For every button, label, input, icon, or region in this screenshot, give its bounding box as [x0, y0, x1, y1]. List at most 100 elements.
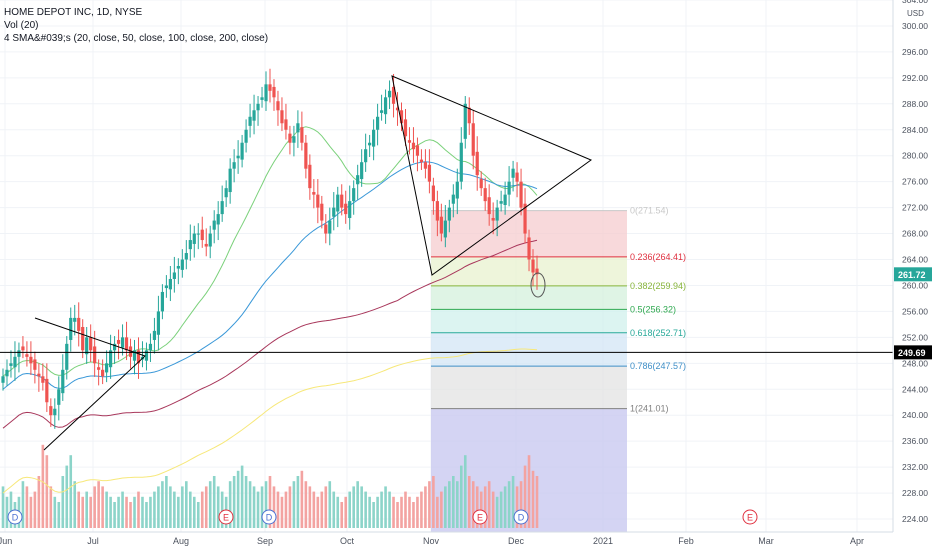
candle-body-51 [204, 243, 208, 247]
volume-bar-67 [268, 476, 272, 528]
legend-sma[interactable]: 4 SMA&#039;s (20, close, 50, close, 100,… [4, 33, 269, 44]
candle-body-52 [208, 233, 212, 247]
candle-body-74 [296, 123, 300, 133]
volume-bar-21 [85, 491, 88, 528]
candle-body-53 [212, 220, 216, 230]
volume-bar-63 [252, 486, 256, 528]
volume-bar-78 [312, 491, 316, 528]
volume-bar-37 [149, 496, 152, 528]
volume-bar-104 [416, 496, 419, 528]
volume-bar-122 [487, 481, 491, 528]
candle-body-126 [503, 194, 507, 206]
y-tick-label-18: 296.00 [902, 47, 928, 57]
volume-bar-18 [73, 481, 77, 528]
volume-bar-134 [535, 476, 539, 528]
candle-body-122 [487, 197, 491, 215]
volume-bar-93 [372, 502, 375, 528]
hline-price-badge [894, 345, 932, 360]
candle-body-21 [85, 337, 89, 355]
candle-body-79 [316, 194, 320, 208]
volume-bar-23 [93, 486, 96, 528]
y-tick-label-15: 284.00 [902, 125, 928, 135]
legend-title[interactable]: HOME DEPOT INC, 1D, NYSE [4, 7, 143, 18]
volume-bar-75 [300, 470, 304, 528]
volume-bar-13 [53, 496, 57, 528]
event-marker-2: D [261, 509, 277, 525]
event-marker-4: D [513, 509, 529, 525]
candle-body-50 [200, 229, 204, 241]
candle-body-71 [284, 119, 288, 130]
y-tick-label-4: 240.00 [902, 410, 928, 420]
event-marker-circle-0 [7, 509, 23, 525]
event-marker-circle-4 [513, 509, 529, 525]
candle-body-115 [459, 142, 463, 182]
y-tick-label-12: 272.00 [902, 203, 928, 213]
candle-body-119 [475, 151, 479, 176]
volume-bar-48 [192, 496, 196, 528]
candle-body-120 [479, 179, 483, 189]
candle-body-96 [383, 97, 388, 115]
x-tick-label-5: Nov [423, 536, 440, 546]
candle-body-18 [73, 317, 77, 322]
volume-bar-128 [511, 476, 515, 528]
x-tick-label-2: Aug [173, 536, 189, 546]
volume-bar-34 [137, 491, 140, 528]
volume-bar-69 [276, 491, 280, 528]
fib-label-5: 0.786(247.57) [630, 361, 686, 371]
volume-bar-36 [145, 502, 148, 528]
candle-body-37 [148, 343, 153, 351]
candle-body-8 [33, 359, 37, 370]
volume-bar-103 [412, 502, 415, 528]
candle-body-28 [112, 343, 117, 351]
candle-body-59 [236, 155, 240, 159]
candle-body-109 [435, 201, 439, 221]
volume-bar-45 [181, 486, 184, 528]
x-tick-label-4: Oct [340, 536, 355, 546]
volume-bar-94 [376, 496, 379, 528]
sma-100-line [2, 239, 538, 429]
candle-body-130 [519, 181, 523, 208]
volume-bar-86 [344, 496, 348, 528]
candle-body-78 [312, 192, 316, 195]
candle-body-98 [391, 86, 396, 104]
volume-bar-96 [384, 486, 387, 528]
volume-bar-68 [272, 486, 276, 528]
volume-bar-109 [436, 496, 439, 528]
volume-bar-5 [21, 481, 25, 528]
volume-bar-51 [204, 486, 208, 528]
volume-bar-57 [228, 481, 232, 528]
candle-body-73 [292, 136, 296, 143]
candle-body-42 [168, 278, 172, 290]
volume-bar-119 [475, 486, 479, 528]
candle-body-83 [332, 207, 336, 217]
legend-volume[interactable]: Vol (20) [4, 20, 39, 31]
candle-body-118 [471, 123, 475, 156]
candle-body-13 [53, 408, 57, 416]
volume-bar-99 [396, 502, 399, 528]
candle-body-127 [507, 181, 511, 195]
candle-body-105 [419, 159, 424, 163]
fib-label-4: 0.618(252.71) [630, 328, 686, 338]
y-tick-label-20: 304.00 [902, 0, 928, 5]
event-marker-label-3: E [477, 513, 483, 523]
fib-label-2: 0.382(259.94) [630, 281, 686, 291]
volume-bar-59 [236, 470, 240, 528]
y-tick-label-8: 256.00 [902, 306, 928, 316]
candle-body-55 [220, 201, 224, 215]
volume-bar-30 [121, 491, 124, 528]
y-tick-label-9: 260.00 [902, 280, 928, 290]
y-tick-label-13: 276.00 [902, 177, 928, 187]
volume-bar-74 [296, 476, 300, 528]
volume-bar-38 [153, 491, 156, 528]
candle-body-100 [399, 110, 404, 124]
volume-bar-41 [165, 476, 168, 528]
volume-bar-116 [463, 455, 467, 528]
candle-body-58 [232, 162, 236, 169]
candle-body-75 [300, 127, 304, 143]
candle-body-108 [431, 185, 435, 202]
candle-body-3 [13, 356, 17, 368]
candle-body-85 [340, 194, 344, 208]
volume-bar-55 [220, 491, 224, 528]
candle-body-61 [244, 129, 248, 143]
